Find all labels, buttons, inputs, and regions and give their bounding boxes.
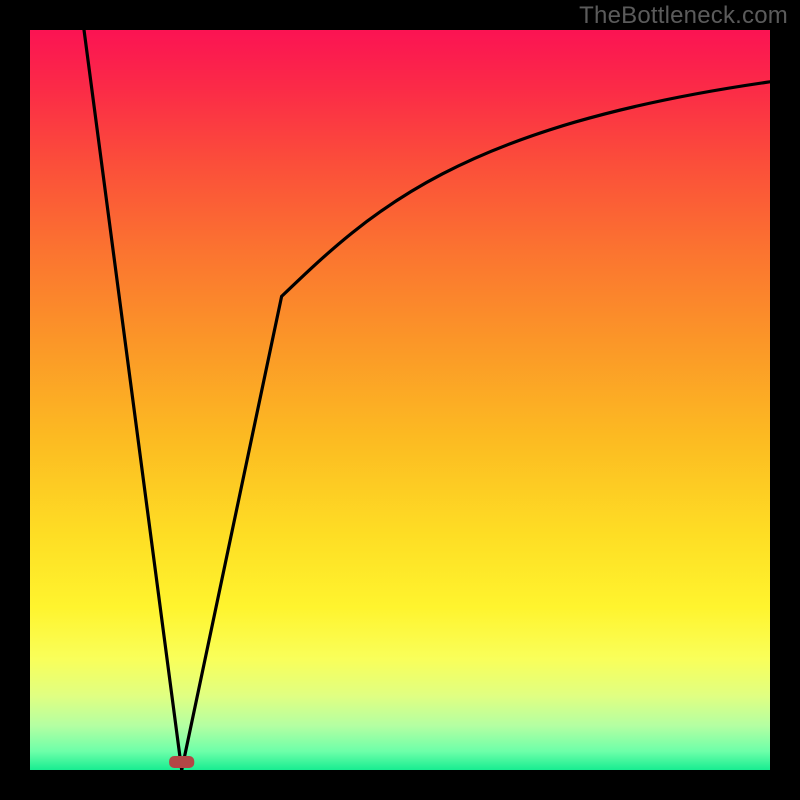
valley-marker <box>169 756 194 768</box>
gradient-background <box>30 30 770 770</box>
chart-svg <box>30 30 770 770</box>
watermark-label: TheBottleneck.com <box>579 2 788 30</box>
chart-frame: TheBottleneck.com <box>0 0 800 800</box>
plot-area <box>30 30 770 770</box>
